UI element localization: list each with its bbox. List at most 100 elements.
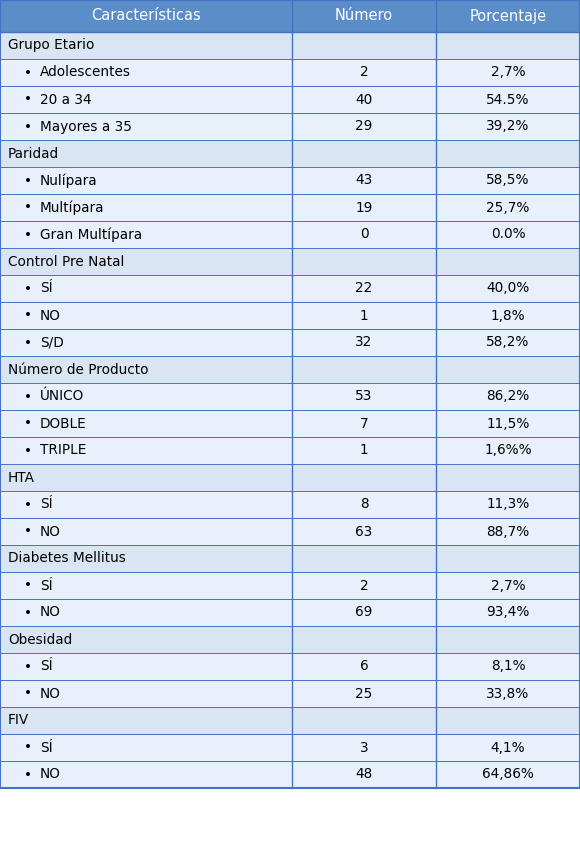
Text: 19: 19 — [356, 201, 372, 215]
Bar — [0, 275, 580, 302]
Text: •: • — [24, 497, 32, 511]
Text: NO: NO — [40, 606, 61, 619]
Bar — [0, 0, 292, 32]
Bar — [0, 194, 580, 221]
Text: 39,2%: 39,2% — [487, 119, 530, 133]
Text: NO: NO — [40, 767, 61, 781]
Text: •: • — [24, 740, 32, 754]
Text: Paridad: Paridad — [8, 146, 59, 161]
Text: 63: 63 — [356, 524, 372, 539]
Bar — [0, 410, 580, 437]
Bar — [0, 113, 580, 140]
Text: 0.0%: 0.0% — [491, 227, 525, 241]
Text: •: • — [24, 444, 32, 458]
Text: •: • — [24, 659, 32, 674]
Text: •: • — [24, 309, 32, 323]
Text: 2,7%: 2,7% — [491, 579, 525, 593]
Text: 11,5%: 11,5% — [487, 417, 530, 431]
Text: Nulípara: Nulípara — [40, 173, 97, 188]
Bar — [0, 518, 580, 545]
Text: 32: 32 — [356, 336, 372, 349]
Text: 93,4%: 93,4% — [487, 606, 530, 619]
Text: 1: 1 — [360, 309, 368, 323]
Text: SÍ: SÍ — [40, 659, 53, 674]
Text: 25,7%: 25,7% — [487, 201, 530, 215]
Text: Mayores a 35: Mayores a 35 — [40, 119, 132, 133]
Text: 8: 8 — [360, 497, 368, 511]
Text: 58,5%: 58,5% — [486, 174, 530, 188]
Bar — [0, 653, 580, 680]
Text: 2: 2 — [360, 579, 368, 593]
Bar — [292, 0, 436, 32]
Text: •: • — [24, 417, 32, 431]
Text: •: • — [24, 93, 32, 106]
Bar — [0, 221, 580, 248]
Text: Control Pre Natal: Control Pre Natal — [8, 254, 124, 268]
Text: TRIPLE: TRIPLE — [40, 444, 86, 458]
Text: Características: Características — [91, 9, 201, 23]
Text: SÍ: SÍ — [40, 497, 53, 511]
Bar — [0, 302, 580, 329]
Text: •: • — [24, 201, 32, 215]
Bar — [0, 680, 580, 707]
Text: •: • — [24, 336, 32, 349]
Text: 25: 25 — [356, 687, 372, 701]
Bar — [0, 599, 580, 626]
Text: •: • — [24, 227, 32, 241]
Bar — [0, 761, 580, 788]
Text: 4,1%: 4,1% — [491, 740, 525, 754]
Text: 8,1%: 8,1% — [491, 659, 525, 674]
Bar — [0, 626, 580, 653]
Text: 11,3%: 11,3% — [487, 497, 530, 511]
Text: Multípara: Multípara — [40, 201, 104, 215]
Text: FIV: FIV — [8, 714, 29, 727]
Text: 33,8%: 33,8% — [487, 687, 530, 701]
Text: Obesidad: Obesidad — [8, 632, 72, 646]
Text: 2: 2 — [360, 66, 368, 80]
Text: DOBLE: DOBLE — [40, 417, 87, 431]
Text: 3: 3 — [360, 740, 368, 754]
Bar — [0, 383, 580, 410]
Bar — [0, 356, 580, 383]
Text: 6: 6 — [360, 659, 368, 674]
Text: •: • — [24, 119, 32, 133]
Text: SÍ: SÍ — [40, 740, 53, 754]
Text: 22: 22 — [356, 281, 372, 296]
Text: 0: 0 — [360, 227, 368, 241]
Text: S/D: S/D — [40, 336, 64, 349]
Text: 64,86%: 64,86% — [482, 767, 534, 781]
Text: 29: 29 — [356, 119, 372, 133]
Bar — [0, 464, 580, 491]
Bar — [0, 329, 580, 356]
Text: 2,7%: 2,7% — [491, 66, 525, 80]
Text: NO: NO — [40, 687, 61, 701]
Text: SÍ: SÍ — [40, 579, 53, 593]
Bar — [0, 59, 580, 86]
Text: Adolescentes: Adolescentes — [40, 66, 131, 80]
Bar — [0, 545, 580, 572]
Bar — [0, 491, 580, 518]
Text: Número de Producto: Número de Producto — [8, 362, 148, 376]
Text: 58,2%: 58,2% — [487, 336, 530, 349]
Bar — [0, 86, 580, 113]
Bar — [0, 437, 580, 464]
Text: HTA: HTA — [8, 471, 35, 484]
Text: 20 a 34: 20 a 34 — [40, 93, 92, 106]
Text: •: • — [24, 281, 32, 296]
Text: 86,2%: 86,2% — [487, 389, 530, 403]
Text: 40: 40 — [356, 93, 372, 106]
Bar — [0, 572, 580, 599]
Text: Diabetes Mellitus: Diabetes Mellitus — [8, 552, 126, 566]
Text: NO: NO — [40, 309, 61, 323]
Bar — [0, 167, 580, 194]
Bar — [0, 32, 580, 59]
Text: •: • — [24, 174, 32, 188]
Text: SÍ: SÍ — [40, 281, 53, 296]
Text: •: • — [24, 389, 32, 403]
Text: 43: 43 — [356, 174, 372, 188]
Text: •: • — [24, 606, 32, 619]
Text: Grupo Etario: Grupo Etario — [8, 39, 95, 53]
Text: 53: 53 — [356, 389, 372, 403]
Bar — [0, 248, 580, 275]
Text: Porcentaje: Porcentaje — [470, 9, 546, 23]
